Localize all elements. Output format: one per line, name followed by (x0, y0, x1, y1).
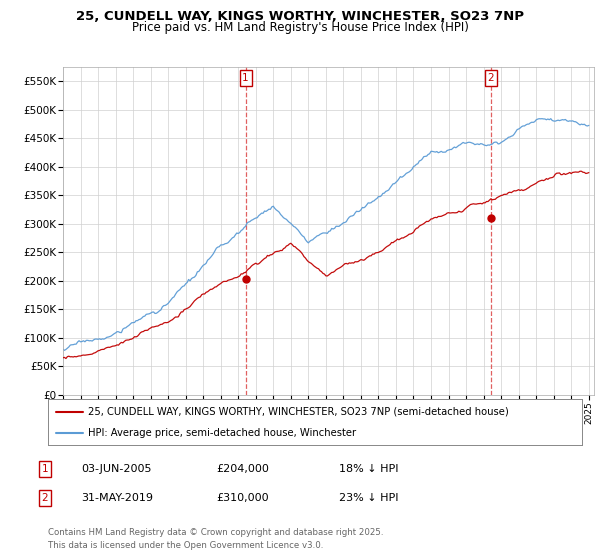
Text: 03-JUN-2005: 03-JUN-2005 (81, 464, 151, 474)
Text: 1: 1 (242, 73, 249, 83)
Text: Price paid vs. HM Land Registry's House Price Index (HPI): Price paid vs. HM Land Registry's House … (131, 21, 469, 34)
Text: 25, CUNDELL WAY, KINGS WORTHY, WINCHESTER, SO23 7NP (semi-detached house): 25, CUNDELL WAY, KINGS WORTHY, WINCHESTE… (88, 407, 509, 417)
Text: HPI: Average price, semi-detached house, Winchester: HPI: Average price, semi-detached house,… (88, 428, 356, 438)
Text: 2: 2 (41, 493, 49, 503)
Text: 25, CUNDELL WAY, KINGS WORTHY, WINCHESTER, SO23 7NP: 25, CUNDELL WAY, KINGS WORTHY, WINCHESTE… (76, 10, 524, 23)
Text: 2: 2 (487, 73, 494, 83)
Text: 23% ↓ HPI: 23% ↓ HPI (339, 493, 398, 503)
Text: 18% ↓ HPI: 18% ↓ HPI (339, 464, 398, 474)
Text: Contains HM Land Registry data © Crown copyright and database right 2025.
This d: Contains HM Land Registry data © Crown c… (48, 528, 383, 550)
Text: £310,000: £310,000 (216, 493, 269, 503)
Text: £204,000: £204,000 (216, 464, 269, 474)
Text: 31-MAY-2019: 31-MAY-2019 (81, 493, 153, 503)
Text: 1: 1 (41, 464, 49, 474)
